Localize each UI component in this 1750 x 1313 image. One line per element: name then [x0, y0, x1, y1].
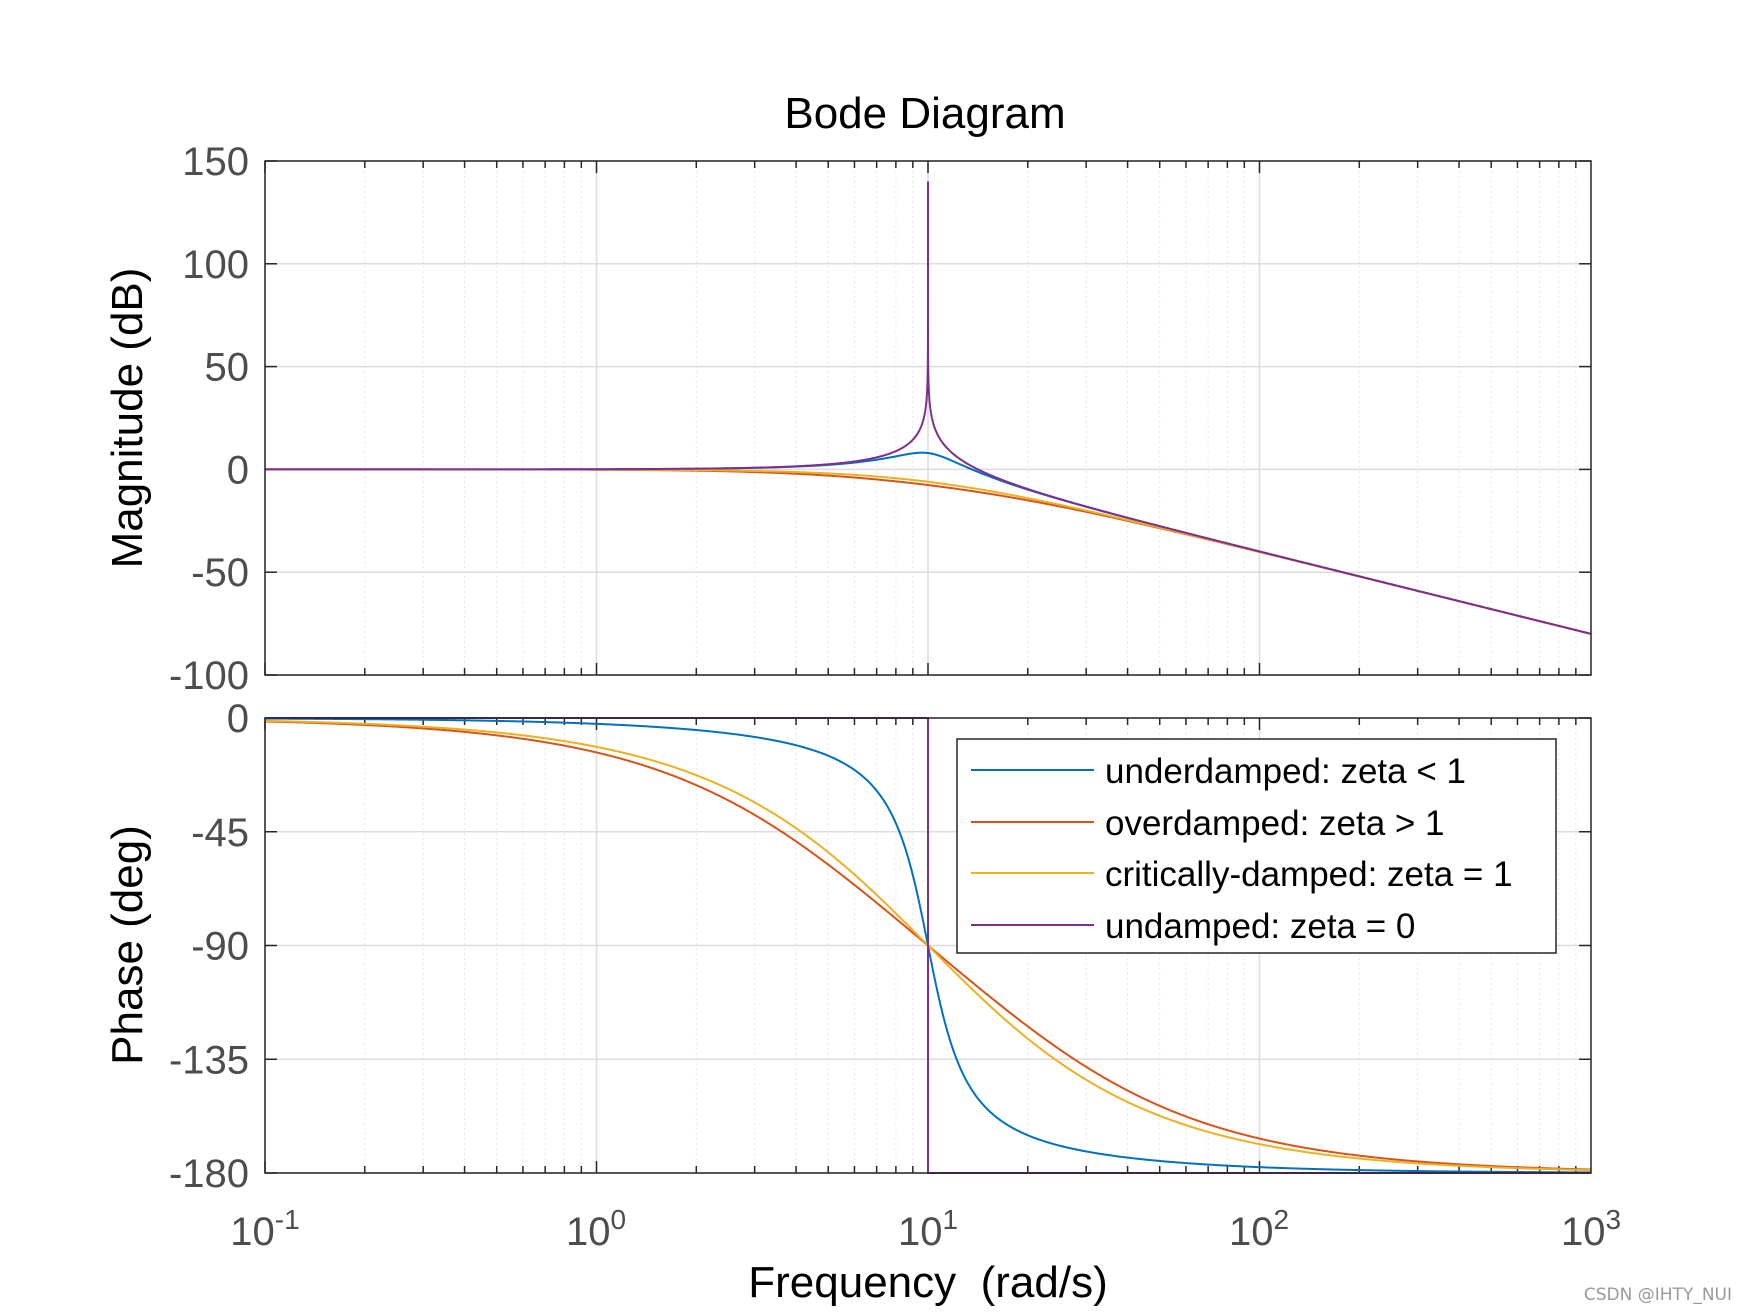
y-tick-label: -180 — [169, 1152, 249, 1196]
x-tick-labels: 10-1 100 101 102 103 — [230, 1204, 1621, 1254]
y-tick-label: -50 — [191, 551, 249, 595]
y-tick-label: 0 — [227, 697, 249, 741]
legend-entry: undamped: zeta = 0 — [971, 907, 1415, 946]
magnitude-grid — [264, 160, 1591, 676]
legend[interactable]: underdamped: zeta < 1 overdamped: zeta >… — [956, 738, 1557, 954]
x-tick-label: 10-1 — [230, 1204, 299, 1254]
x-axis-label: Frequency (rad/s) — [748, 1258, 1107, 1307]
legend-entry: overdamped: zeta > 1 — [971, 804, 1445, 843]
magnitude-y-tick-labels: 150 100 50 0 -50 -100 — [169, 140, 249, 698]
phase-y-axis-label: Phase (deg) — [103, 825, 152, 1065]
legend-label-critically-damped: critically-damped: zeta = 1 — [1105, 855, 1513, 894]
y-tick-label: 0 — [227, 448, 249, 492]
magnitude-y-axis-label: Magnitude (dB) — [103, 268, 152, 569]
y-tick-label: 100 — [182, 243, 249, 287]
legend-entry: critically-damped: zeta = 1 — [971, 855, 1513, 894]
y-tick-label: -135 — [169, 1038, 249, 1082]
y-tick-label: 150 — [182, 140, 249, 184]
x-tick-label: 102 — [1229, 1204, 1289, 1254]
phase-y-tick-labels: 0 -45 -90 -135 -180 — [169, 697, 249, 1196]
legend-entry: underdamped: zeta < 1 — [971, 752, 1466, 791]
watermark: CSDN @IHTY_NUI — [1583, 1285, 1732, 1305]
legend-label-undamped: undamped: zeta = 0 — [1105, 907, 1415, 946]
x-tick-label: 100 — [566, 1204, 626, 1254]
y-tick-label: -100 — [169, 654, 249, 698]
magnitude-line-undamped — [265, 181, 1592, 635]
y-tick-label: -90 — [191, 925, 249, 969]
x-tick-label: 101 — [898, 1204, 958, 1254]
legend-label-overdamped: overdamped: zeta > 1 — [1105, 804, 1445, 843]
chart-title: Bode Diagram — [784, 89, 1065, 138]
magnitude-series — [265, 181, 1592, 635]
magnitude-panel: 150 100 50 0 -50 -100 Magnitude (dB) — [103, 140, 1592, 698]
y-tick-label: 50 — [205, 346, 250, 390]
y-tick-label: -45 — [191, 811, 249, 855]
phase-panel: 0 -45 -90 -135 -180 Phase (deg) underdamped:… — [103, 697, 1592, 1196]
x-tick-label: 103 — [1561, 1204, 1621, 1254]
legend-label-underdamped: underdamped: zeta < 1 — [1105, 752, 1466, 791]
